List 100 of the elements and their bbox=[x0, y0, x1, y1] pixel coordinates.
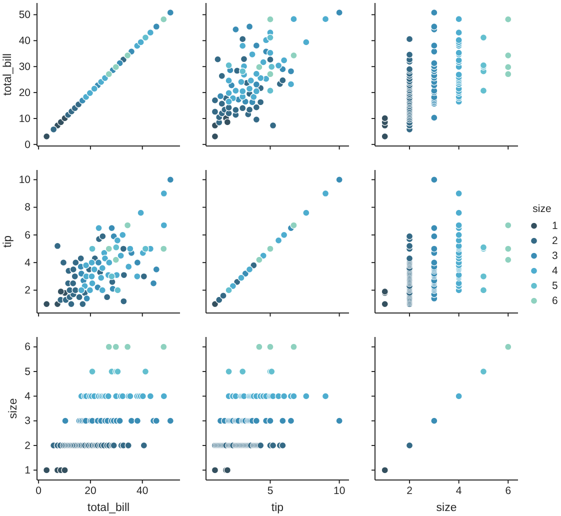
point bbox=[86, 89, 94, 97]
point bbox=[252, 116, 260, 124]
point bbox=[322, 190, 330, 198]
point bbox=[134, 258, 142, 266]
point bbox=[77, 254, 84, 262]
point bbox=[99, 232, 106, 240]
point bbox=[252, 42, 260, 50]
point bbox=[90, 266, 98, 274]
point bbox=[134, 417, 142, 424]
point bbox=[62, 417, 69, 424]
x-tick-label: 5 bbox=[267, 484, 274, 497]
point bbox=[260, 252, 267, 260]
point bbox=[137, 38, 144, 46]
point bbox=[88, 280, 96, 287]
point bbox=[238, 368, 246, 376]
y-tick-label: 3 bbox=[24, 415, 31, 428]
point bbox=[455, 222, 462, 229]
point bbox=[252, 70, 260, 78]
point bbox=[268, 63, 276, 70]
point bbox=[225, 286, 232, 294]
point bbox=[50, 126, 58, 134]
point bbox=[124, 343, 132, 350]
point bbox=[146, 392, 154, 400]
point bbox=[71, 272, 79, 280]
point bbox=[120, 245, 128, 252]
point bbox=[280, 231, 288, 239]
legend-label: 5 bbox=[552, 280, 558, 292]
point bbox=[42, 466, 50, 474]
point bbox=[152, 266, 160, 274]
point bbox=[238, 274, 245, 282]
point bbox=[430, 60, 438, 67]
point bbox=[104, 392, 112, 400]
point bbox=[430, 258, 438, 266]
legend-label: 3 bbox=[552, 250, 558, 262]
point bbox=[68, 300, 75, 308]
point bbox=[290, 52, 298, 60]
point bbox=[160, 245, 168, 252]
point bbox=[70, 266, 77, 274]
point bbox=[256, 63, 263, 71]
point bbox=[480, 368, 488, 376]
point bbox=[406, 442, 414, 450]
point bbox=[290, 15, 298, 23]
point bbox=[252, 80, 260, 88]
x-axis-title: total_bill bbox=[87, 502, 130, 514]
point bbox=[455, 15, 462, 23]
point bbox=[260, 58, 267, 66]
legend-label: 6 bbox=[552, 294, 558, 307]
point bbox=[225, 368, 232, 376]
point bbox=[290, 343, 298, 350]
point bbox=[114, 236, 122, 244]
point bbox=[103, 293, 111, 301]
y-tick-label: 1 bbox=[24, 464, 31, 476]
point bbox=[430, 8, 438, 16]
point bbox=[266, 49, 274, 56]
point bbox=[279, 442, 286, 450]
point bbox=[256, 98, 264, 106]
point bbox=[120, 271, 128, 279]
point bbox=[302, 209, 310, 216]
point bbox=[504, 52, 512, 60]
point bbox=[142, 245, 150, 252]
point bbox=[238, 68, 246, 75]
point bbox=[240, 55, 248, 63]
point bbox=[455, 231, 462, 239]
y-tick-label: 0 bbox=[24, 138, 31, 151]
point bbox=[140, 442, 148, 450]
point bbox=[266, 245, 274, 252]
y-axis-title: size bbox=[8, 398, 20, 419]
point bbox=[124, 52, 132, 60]
point bbox=[455, 209, 462, 216]
point bbox=[72, 258, 80, 266]
point bbox=[98, 286, 106, 294]
point bbox=[274, 236, 282, 244]
point bbox=[225, 76, 232, 84]
point bbox=[266, 16, 274, 23]
point bbox=[152, 22, 160, 30]
y-tick-label: 8 bbox=[24, 202, 31, 214]
x-axis-title: tip bbox=[271, 502, 284, 514]
point bbox=[504, 70, 512, 78]
point bbox=[137, 209, 144, 216]
point bbox=[160, 222, 168, 229]
point bbox=[112, 63, 120, 71]
point bbox=[480, 272, 488, 280]
point bbox=[290, 392, 298, 400]
point bbox=[455, 28, 462, 36]
point bbox=[504, 343, 512, 350]
legend-label: 1 bbox=[552, 220, 558, 232]
point bbox=[117, 252, 124, 260]
point bbox=[69, 280, 77, 287]
x-tick-label: 20 bbox=[84, 484, 96, 497]
point bbox=[160, 343, 168, 350]
x-tick-label: 4 bbox=[456, 484, 462, 497]
point bbox=[232, 106, 240, 114]
point bbox=[216, 92, 224, 100]
x-tick-label: 40 bbox=[136, 484, 148, 497]
point bbox=[246, 266, 254, 274]
point bbox=[211, 466, 219, 474]
point bbox=[42, 132, 50, 140]
point bbox=[88, 245, 96, 252]
point bbox=[238, 42, 246, 50]
point bbox=[269, 442, 277, 450]
